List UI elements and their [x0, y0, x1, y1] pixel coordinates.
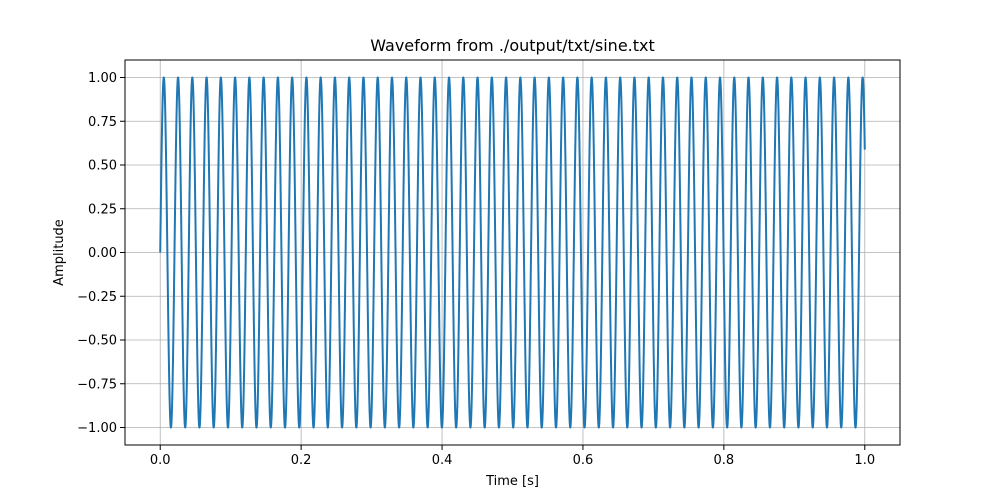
x-tick-label: 0.2 — [291, 453, 312, 468]
ticks: 0.0 0.2 0.4 0.6 0.8 1.0 −1.00 −0.75 −0.50 −0.25 0.… — [77, 71, 875, 468]
y-tick-label: −0.50 — [77, 334, 117, 349]
y-tick-label: −0.75 — [77, 377, 117, 392]
x-tick-label: 0.0 — [150, 453, 171, 468]
plot-area — [159, 76, 866, 429]
y-tick-label: 0.50 — [88, 159, 117, 174]
y-tick-label: −0.25 — [77, 290, 117, 305]
y-tick-label: 0.75 — [88, 115, 117, 130]
x-tick-label: 0.6 — [573, 453, 594, 468]
y-tick-label: −1.00 — [77, 421, 117, 436]
y-tick-label: 0.25 — [88, 202, 117, 217]
x-axis-label: Time [s] — [485, 474, 539, 489]
chart-title: Waveform from ./output/txt/sine.txt — [370, 36, 655, 55]
y-axis-label: Amplitude — [52, 219, 67, 286]
y-tick-label: 1.00 — [88, 71, 117, 86]
series-line — [159, 76, 866, 429]
y-tick-label: 0.00 — [88, 246, 117, 261]
x-tick-label: 0.4 — [432, 453, 453, 468]
x-tick-label: 0.8 — [714, 453, 735, 468]
x-tick-label: 1.0 — [854, 453, 875, 468]
